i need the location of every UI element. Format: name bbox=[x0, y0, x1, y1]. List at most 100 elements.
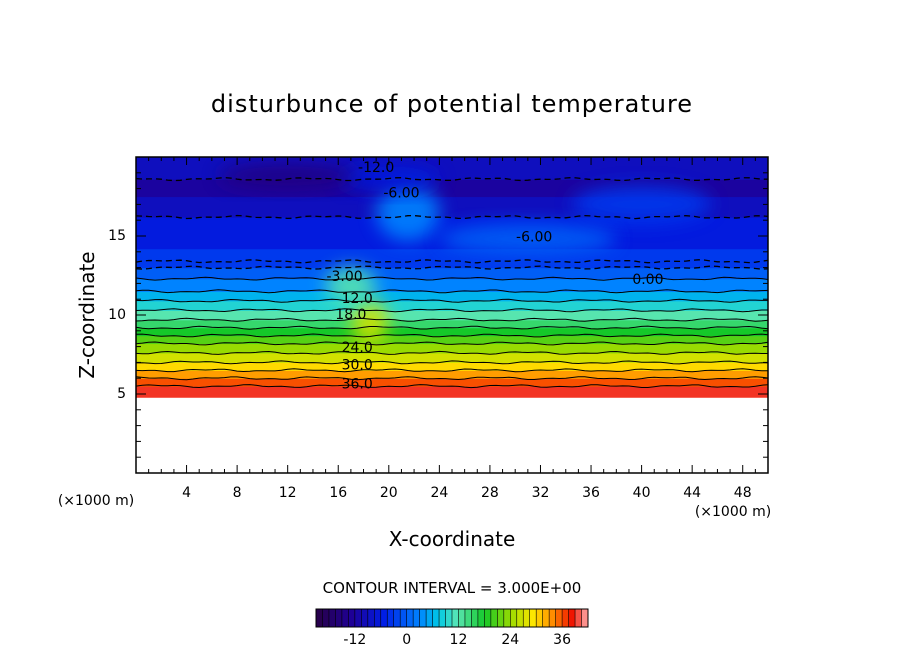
contour-line-8 bbox=[136, 317, 768, 322]
y-axis: 5 10 15 bbox=[108, 156, 768, 474]
contour-line-14 bbox=[136, 259, 768, 264]
contour-line-0 bbox=[136, 384, 768, 389]
colorbar-cell bbox=[575, 609, 582, 627]
colorbar-tick-label: 24 bbox=[501, 632, 519, 648]
heatmap-feature-2 bbox=[376, 183, 440, 241]
contour-line-12 bbox=[136, 276, 768, 281]
contour-interval-text: CONTOUR INTERVAL = 3.000E+00 bbox=[323, 579, 582, 597]
colorbar-tick-label: -12 bbox=[343, 632, 366, 648]
contour-labels: -12.0 -6.00 -6.00 0.00 -3.00 12.018.0 24.0 30.0… bbox=[326, 160, 663, 392]
colorbar-cell bbox=[400, 609, 408, 627]
colorbar-cell bbox=[432, 609, 440, 627]
heatmap-band-7 bbox=[136, 327, 768, 337]
colorbar-tick-label: 36 bbox=[553, 632, 571, 648]
colorbar-cell bbox=[393, 609, 401, 627]
colorbar-cell bbox=[503, 609, 511, 627]
y-tick-label: 15 bbox=[108, 228, 126, 244]
colorbar-cell bbox=[568, 609, 576, 627]
heatmap-band-0 bbox=[136, 386, 768, 398]
contour-line-6 bbox=[136, 333, 768, 338]
colorbar-cell bbox=[523, 609, 531, 627]
colorbar-cell bbox=[536, 609, 544, 627]
heatmap-field bbox=[136, 157, 768, 398]
colorbar-cell bbox=[341, 609, 349, 627]
contour-line-1 bbox=[136, 376, 768, 381]
heatmap-feature-6 bbox=[218, 163, 358, 189]
contour-line-9 bbox=[136, 308, 768, 313]
x-tick-label: 24 bbox=[430, 485, 448, 501]
colorbar-cell bbox=[361, 609, 369, 627]
y-tick-label: 10 bbox=[108, 307, 126, 323]
contour-line-4 bbox=[136, 350, 768, 355]
heatmap-band-1 bbox=[136, 378, 768, 387]
colorbar-cell bbox=[477, 609, 485, 627]
x-axis: 4 8 12 16 20 24 28 32 36 40 44 48 bbox=[135, 157, 769, 501]
colorbar-cell bbox=[510, 609, 518, 627]
colorbar-cell bbox=[542, 609, 550, 627]
x-tick-label: 12 bbox=[279, 485, 297, 501]
contour-label-1: -6.00 bbox=[383, 185, 419, 201]
colorbar-cell bbox=[484, 609, 492, 627]
colorbar-cell bbox=[387, 609, 395, 627]
colorbar-cell bbox=[348, 609, 356, 627]
colorbar-cell bbox=[439, 609, 446, 627]
colorbar-tick-label: 12 bbox=[450, 632, 468, 648]
x-tick-label: 16 bbox=[329, 485, 347, 501]
contour-label-5: 12.0 bbox=[342, 291, 373, 307]
colorbar-cell bbox=[581, 609, 589, 627]
x-tick-label: 48 bbox=[734, 485, 752, 501]
contour-line-2 bbox=[136, 368, 768, 373]
contour-label-8: 30.0 bbox=[342, 358, 373, 374]
colorbar-cell bbox=[374, 609, 382, 627]
contour-lines bbox=[136, 176, 768, 389]
colorbar-frame bbox=[315, 608, 589, 628]
heatmap-band-5 bbox=[136, 343, 768, 354]
colorbar: -12 0 12 24 36 bbox=[315, 608, 589, 648]
heatmap-band-10 bbox=[136, 300, 768, 311]
heatmap-band-12 bbox=[136, 278, 768, 292]
colorbar-cell bbox=[413, 609, 421, 627]
heatmap-band-6 bbox=[136, 335, 768, 345]
colorbar-cell bbox=[458, 609, 466, 627]
colorbar-cell bbox=[490, 609, 498, 627]
contour-label-2: -6.00 bbox=[516, 230, 552, 246]
heatmap-feature-4 bbox=[439, 223, 617, 255]
heatmap-band-11 bbox=[136, 291, 768, 302]
x-tick-label: 44 bbox=[683, 485, 701, 501]
x-tick-label: 28 bbox=[481, 485, 499, 501]
contour-line-13 bbox=[136, 265, 768, 270]
heatmap-band-13 bbox=[136, 267, 768, 280]
contour-label-0: -12.0 bbox=[358, 160, 394, 176]
y-axis-label: Z-coordinate bbox=[75, 251, 99, 378]
contour-label-9: 36.0 bbox=[342, 377, 373, 393]
colorbar-cell bbox=[419, 609, 427, 627]
colorbar-cell bbox=[328, 609, 336, 627]
x-tick-label: 8 bbox=[233, 485, 242, 501]
heatmap-band-9 bbox=[136, 310, 768, 321]
contour-line-16 bbox=[136, 176, 768, 182]
colorbar-cell bbox=[316, 609, 323, 627]
heatmap-feature-1 bbox=[325, 267, 377, 306]
colorbar-cell bbox=[464, 609, 472, 627]
colorbar-cell bbox=[367, 609, 375, 627]
colorbar-cell bbox=[322, 609, 330, 627]
contour-line-7 bbox=[136, 325, 768, 330]
heatmap-band-8 bbox=[136, 319, 768, 329]
colorbar-cell bbox=[354, 609, 362, 627]
contour-label-4: -3.00 bbox=[326, 269, 362, 285]
colorbar-cell bbox=[562, 609, 569, 627]
x-tick-label: 32 bbox=[532, 485, 550, 501]
contour-line-11 bbox=[136, 289, 768, 294]
contour-line-3 bbox=[136, 360, 768, 365]
contour-label-7: 24.0 bbox=[342, 340, 373, 356]
x-tick-label: 4 bbox=[182, 485, 191, 501]
y-tick-label: 5 bbox=[117, 386, 126, 402]
contour-line-5 bbox=[136, 341, 768, 346]
colorbar-cell bbox=[497, 609, 505, 627]
colorbar-cell bbox=[555, 609, 563, 627]
x-axis-unit-right: (×1000 m) bbox=[695, 504, 771, 520]
heatmap-band-2 bbox=[136, 370, 768, 379]
x-tick-label: 20 bbox=[380, 485, 398, 501]
